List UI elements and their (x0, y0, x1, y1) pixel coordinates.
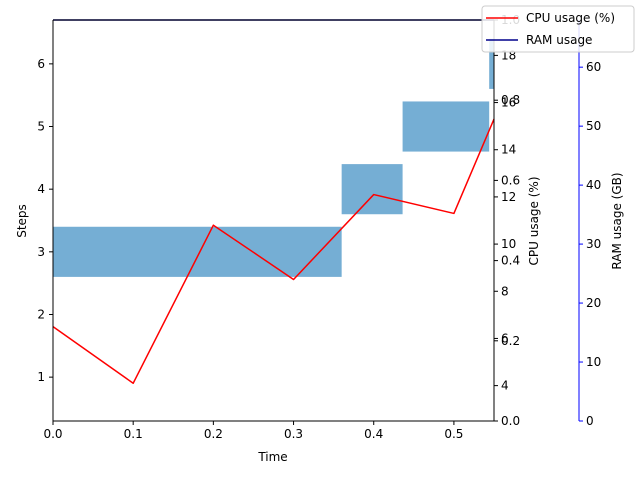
legend: CPU usage (%) RAM usage (481, 5, 635, 53)
x-tick-label: 0.3 (284, 427, 303, 441)
inner-tick-label: 0.6 (501, 173, 520, 187)
legend-cpu-label: CPU usage (%) (526, 11, 615, 25)
x-axis-label: Time (257, 450, 287, 464)
step-bar-4 (341, 164, 403, 215)
series-lines (52, 19, 495, 385)
x-tick-label: 0.0 (43, 427, 62, 441)
x-tick-label: 0.5 (444, 427, 463, 441)
cpu-point-2 (212, 224, 214, 226)
ram-tick-label: 30 (586, 237, 601, 251)
ram-tick-label: 40 (586, 178, 601, 192)
cpu-tick-label: 8 (501, 284, 509, 298)
cpu-point-1 (132, 382, 134, 384)
cpu-tick-label: 12 (501, 190, 516, 204)
cpu-tick-label: 16 (501, 96, 516, 110)
inner-tick-label: 0.0 (501, 414, 520, 428)
ram-tick-label: 10 (586, 355, 601, 369)
x-tick-label: 0.4 (364, 427, 383, 441)
cpu-point-5 (453, 212, 455, 214)
cpu-axis-label: CPU usage (%) (527, 176, 541, 265)
step-bar-3 (53, 226, 342, 277)
legend-ram-label: RAM usage (526, 33, 592, 47)
inner-tick-label: 0.4 (501, 254, 520, 268)
steps-tick-label: 3 (37, 245, 45, 259)
ram-tick-label: 50 (586, 119, 601, 133)
step-bar-6 (489, 38, 494, 89)
cpu-point-4 (373, 193, 375, 195)
x-tick-label: 0.1 (124, 427, 143, 441)
cpu-tick-label: 14 (501, 143, 516, 157)
steps-tick-label: 1 (37, 370, 45, 384)
steps-tick-label: 4 (37, 182, 45, 196)
inner-tick-label: 0.8 (501, 93, 520, 107)
step-bar-5 (402, 101, 490, 152)
ram-axis-label: RAM usage (GB) (610, 172, 624, 269)
legend-frame (481, 5, 635, 53)
steps-tick-label: 5 (37, 120, 45, 134)
ram-tick-label: 0 (586, 414, 594, 428)
cpu-usage-line (52, 118, 495, 385)
cpu-tick-label: 10 (501, 237, 516, 251)
ram-tick-label: 60 (586, 60, 601, 74)
cpu-point-3 (292, 278, 294, 280)
steps-tick-label: 6 (37, 57, 45, 71)
x-tick-label: 0.2 (204, 427, 223, 441)
steps-axis-label: Steps (15, 204, 29, 238)
cpu-tick-label: 6 (501, 331, 509, 345)
inner-tick-label: 0.2 (501, 334, 520, 348)
ram-tick-label: 20 (586, 296, 601, 310)
step-bars (53, 38, 494, 277)
steps-tick-label: 2 (37, 307, 45, 321)
cpu-tick-label: 4 (501, 379, 509, 393)
